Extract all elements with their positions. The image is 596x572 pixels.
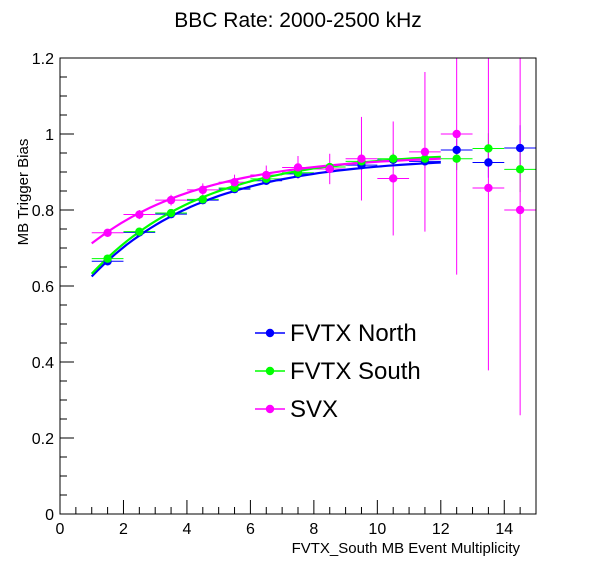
legend-marker (265, 328, 275, 338)
data-point (515, 165, 525, 174)
y-tick-label: 0.6 (32, 279, 54, 296)
data-point (325, 164, 334, 174)
x-tick-label: 8 (309, 521, 318, 538)
y-axis-title: MB Trigger Bias (15, 139, 32, 246)
y-tick-label: 0.4 (32, 355, 54, 372)
data-point (198, 185, 207, 195)
x-tick-label: 14 (495, 521, 513, 538)
data-point (389, 174, 398, 183)
data-point (389, 154, 398, 163)
data-point (166, 195, 176, 205)
x-tick-label: 10 (368, 521, 386, 538)
data-point (515, 143, 525, 153)
data-point (293, 163, 303, 172)
data-markers (103, 129, 525, 266)
data-point (484, 158, 493, 167)
data-point (452, 129, 461, 139)
y-tick-label: 0.2 (32, 431, 54, 448)
y-tick-label: 1.2 (32, 51, 54, 68)
plot-frame (59, 57, 537, 515)
x-tick-label: 4 (182, 521, 191, 538)
legend-label: FVTX South (290, 358, 421, 385)
legend-label: SVX (290, 396, 338, 423)
x-tick-label: 2 (119, 521, 128, 538)
legend-label: FVTX North (290, 320, 417, 347)
data-point (103, 228, 112, 237)
legend: FVTX North FVTX South SVX (255, 320, 421, 423)
data-point (103, 254, 112, 263)
x-tick-label: 12 (432, 521, 450, 538)
data-point (420, 154, 430, 163)
chart-title: BBC Rate: 2000-2500 kHz (174, 9, 421, 32)
data-point (452, 145, 461, 155)
data-point (166, 208, 176, 218)
y-tick-label: 0 (45, 507, 54, 524)
data-point (357, 154, 366, 163)
data-point (420, 147, 430, 157)
data-point (262, 170, 271, 180)
data-point (135, 227, 144, 236)
y-tick-label: 1 (45, 127, 54, 144)
legend-marker (265, 366, 275, 376)
data-point (484, 144, 493, 153)
axis-ticks: 0 2 4 6 8 10 12 14 0 0.2 0.4 0.6 0.8 1 1.2 (32, 51, 537, 538)
data-point (198, 195, 207, 204)
data-point (230, 178, 239, 187)
y-tick-label: 0.8 (32, 203, 54, 220)
x-axis-title: FVTX_South MB Event Multiplicity (292, 540, 521, 557)
data-point (452, 154, 461, 163)
data-point (484, 183, 493, 193)
x-tick-label: 6 (246, 521, 255, 538)
legend-marker (265, 404, 275, 414)
x-tick-label: 0 (56, 521, 65, 538)
data-point (515, 205, 525, 215)
data-point (135, 210, 144, 219)
